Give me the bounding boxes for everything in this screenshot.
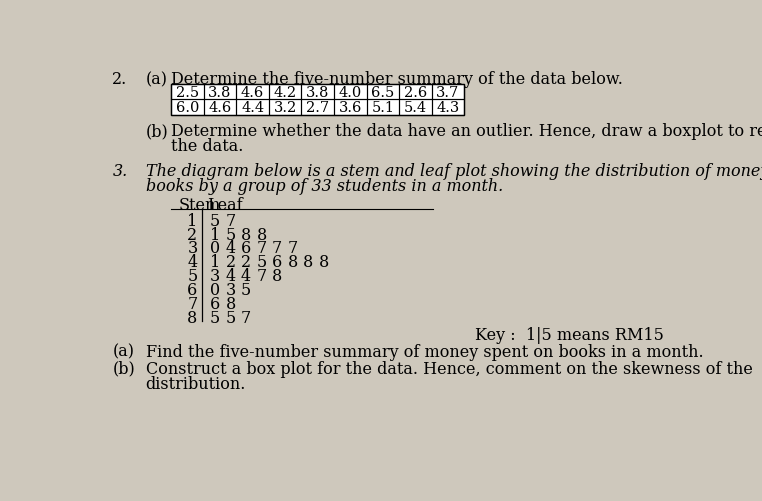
Text: the data.: the data. (171, 138, 244, 155)
Text: distribution.: distribution. (146, 375, 246, 392)
Bar (302, 85, 334, 100)
Text: 3.2: 3.2 (274, 101, 296, 115)
Text: books by a group of 33 students in a month.: books by a group of 33 students in a mon… (146, 178, 503, 195)
Bar (399, 85, 431, 100)
Text: 1: 1 (210, 226, 220, 243)
Text: (a): (a) (146, 71, 168, 88)
Text: 4.3: 4.3 (437, 101, 459, 115)
Text: 8: 8 (272, 268, 282, 285)
Text: 6: 6 (187, 282, 197, 299)
Bar (302, 100, 334, 115)
Text: 3.: 3. (112, 163, 127, 180)
Text: 4.4: 4.4 (241, 101, 264, 115)
Text: 7: 7 (272, 240, 282, 257)
Text: 5.4: 5.4 (404, 101, 427, 115)
Bar (171, 85, 464, 115)
Bar (431, 100, 464, 115)
Text: 5: 5 (187, 268, 197, 285)
Bar (236, 100, 269, 115)
Text: 8: 8 (287, 254, 298, 271)
Text: 6: 6 (272, 254, 282, 271)
Text: 4.6: 4.6 (208, 101, 232, 115)
Text: Leaf: Leaf (207, 197, 242, 214)
Text: 6.0: 6.0 (176, 101, 199, 115)
Text: 8: 8 (226, 295, 235, 312)
Text: 3: 3 (226, 282, 235, 299)
Text: Find the five-number summary of money spent on books in a month.: Find the five-number summary of money sp… (146, 343, 703, 360)
Text: 3.8: 3.8 (208, 85, 232, 99)
Text: 0: 0 (210, 282, 220, 299)
Text: 7: 7 (241, 309, 251, 326)
Text: 2.5: 2.5 (176, 85, 199, 99)
Bar (269, 100, 302, 115)
Text: 0: 0 (210, 240, 220, 257)
Text: 4.0: 4.0 (338, 85, 362, 99)
Text: 5: 5 (226, 309, 235, 326)
Text: 2: 2 (241, 254, 251, 271)
Text: 7: 7 (257, 268, 267, 285)
Bar (171, 85, 203, 100)
Text: 3.7: 3.7 (437, 85, 459, 99)
Text: 8: 8 (241, 226, 251, 243)
Text: 8: 8 (257, 226, 267, 243)
Text: 2: 2 (226, 254, 235, 271)
Text: Construct a box plot for the data. Hence, comment on the skewness of the: Construct a box plot for the data. Hence… (146, 360, 753, 377)
Text: The diagram below is a stem and leaf plot showing the distribution of money spen: The diagram below is a stem and leaf plo… (146, 163, 762, 180)
Text: 3: 3 (187, 240, 197, 257)
Text: Determine the five-number summary of the data below.: Determine the five-number summary of the… (171, 71, 623, 88)
Text: 2.: 2. (112, 71, 127, 88)
Text: (b): (b) (112, 360, 135, 377)
Text: 2: 2 (187, 226, 197, 243)
Bar (431, 85, 464, 100)
Text: 3.6: 3.6 (338, 101, 362, 115)
Text: 4: 4 (226, 268, 235, 285)
Text: 4: 4 (226, 240, 235, 257)
Bar (334, 85, 367, 100)
Text: 1: 1 (210, 254, 220, 271)
Bar (399, 100, 431, 115)
Text: 4.2: 4.2 (274, 85, 296, 99)
Text: 8: 8 (187, 309, 197, 326)
Text: 7: 7 (187, 295, 197, 312)
Text: 5.1: 5.1 (371, 101, 394, 115)
Text: (b): (b) (146, 123, 168, 140)
Text: 3.8: 3.8 (306, 85, 329, 99)
Text: 2.6: 2.6 (404, 85, 427, 99)
Text: 6: 6 (241, 240, 251, 257)
Text: 7: 7 (287, 240, 298, 257)
Text: 6.5: 6.5 (371, 85, 395, 99)
Text: 4: 4 (187, 254, 197, 271)
Text: 5: 5 (257, 254, 267, 271)
Bar (334, 100, 367, 115)
Bar (269, 85, 302, 100)
Bar (236, 85, 269, 100)
Text: Stem: Stem (179, 197, 221, 214)
Text: Determine whether the data have an outlier. Hence, draw a boxplot to represent: Determine whether the data have an outli… (171, 123, 762, 140)
Text: 6: 6 (210, 295, 220, 312)
Bar (367, 100, 399, 115)
Text: 1: 1 (187, 212, 197, 229)
Bar (367, 85, 399, 100)
Text: 8: 8 (303, 254, 313, 271)
Text: 3: 3 (210, 268, 220, 285)
Text: (a): (a) (112, 343, 134, 360)
Text: 8: 8 (319, 254, 328, 271)
Bar (203, 100, 236, 115)
Text: 7: 7 (226, 212, 235, 229)
Text: 7: 7 (257, 240, 267, 257)
Text: Key :  1|5 means RM15: Key : 1|5 means RM15 (475, 326, 664, 343)
Text: 4.6: 4.6 (241, 85, 264, 99)
Bar (171, 100, 203, 115)
Text: 4: 4 (241, 268, 251, 285)
Text: 5: 5 (241, 282, 251, 299)
Text: 5: 5 (210, 212, 220, 229)
Bar (203, 85, 236, 100)
Text: 5: 5 (226, 226, 235, 243)
Text: 2.7: 2.7 (306, 101, 329, 115)
Text: 5: 5 (210, 309, 220, 326)
